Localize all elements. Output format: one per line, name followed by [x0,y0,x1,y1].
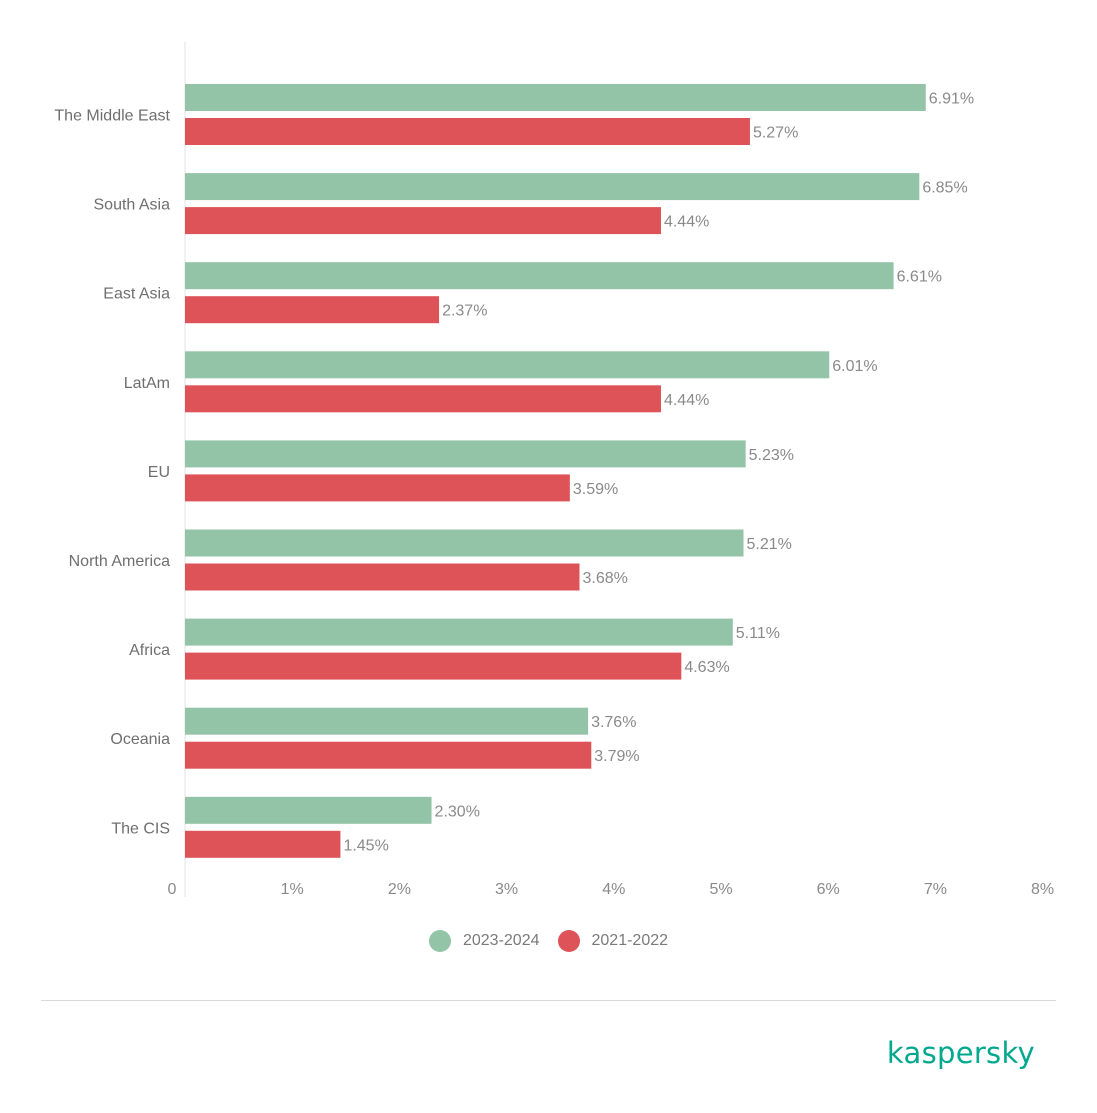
category-label-oceania: Oceania [110,731,170,748]
bar-north-america-2023-2024 [185,529,744,557]
data-label-the-middle-east-2023-2024: 6.91% [929,91,974,108]
category-label-the-cis: The CIS [111,820,170,837]
legend-item-2023-2024: 2023-2024 [428,930,540,952]
bar-eu-2021-2022 [185,474,570,502]
bar-east-asia-2021-2022 [185,296,440,324]
bar-the-cis-2023-2024 [185,796,432,824]
bar-oceania-2023-2024 [185,707,589,735]
category-label-south-asia: South Asia [94,197,171,214]
data-label-north-america-2021-2022: 3.68% [582,570,627,587]
footer-divider [41,1000,1056,1001]
x-tick-label-8: 8% [1031,881,1054,898]
data-label-africa-2023-2024: 5.11% [736,625,780,642]
bar-latam-2023-2024 [185,351,830,379]
legend-marker-2021-2022 [557,930,580,952]
category-label-north-america: North America [69,553,170,570]
category-label-latam: LatAm [124,375,170,392]
bar-north-america-2021-2022 [185,563,580,591]
bar-oceania-2021-2022 [185,741,592,769]
kaspersky-logo: kaspersky [886,1036,1035,1070]
category-label-africa: Africa [129,642,170,659]
bar-eu-2023-2024 [185,440,746,468]
data-label-oceania-2023-2024: 3.76% [591,714,636,731]
data-label-latam-2021-2022: 4.44% [664,392,709,409]
data-label-south-asia-2023-2024: 6.85% [922,180,967,197]
x-tick-label-6: 6% [817,881,840,898]
x-tick-label-2: 2% [388,881,411,898]
bar-latam-2021-2022 [185,385,661,413]
legend-marker-2023-2024 [428,930,451,952]
category-label-east-asia: East Asia [103,286,170,303]
bar-africa-2023-2024 [185,618,733,646]
legend-label-2021-2022: 2021-2022 [591,932,669,949]
x-tick-label-5: 5% [709,881,732,898]
data-label-east-asia-2021-2022: 2.37% [442,303,487,320]
bar-chart: The Middle East 6.91% 5.27% South Asia 6.85%… [54,42,1054,898]
data-label-east-asia-2023-2024: 6.61% [897,269,942,286]
data-label-eu-2021-2022: 3.59% [573,481,618,498]
x-tick-label-3: 3% [495,881,518,898]
data-label-oceania-2021-2022: 3.79% [594,748,639,765]
bar-east-asia-2023-2024 [185,262,894,290]
data-label-latam-2023-2024: 6.01% [832,358,877,375]
data-label-eu-2023-2024: 5.23% [749,447,794,464]
category-label-the-middle-east: The Middle East [54,108,170,125]
bar-africa-2021-2022 [185,652,682,680]
bar-south-asia-2021-2022 [185,207,661,235]
x-tick-label-4: 4% [602,881,625,898]
x-tick-label-1: 1% [281,881,304,898]
data-label-the-middle-east-2021-2022: 5.27% [753,125,798,142]
data-label-the-cis-2023-2024: 2.30% [435,803,480,820]
data-label-north-america-2023-2024: 5.21% [747,536,792,553]
bar-the-middle-east-2023-2024 [185,84,926,111]
legend-item-2021-2022: 2021-2022 [557,930,669,952]
bar-the-middle-east-2021-2022 [185,118,750,145]
x-tick-label-0: 0 [168,881,177,898]
x-tick-label-7: 7% [924,881,947,898]
data-label-south-asia-2021-2022: 4.44% [664,214,709,231]
bar-the-cis-2021-2022 [185,830,341,858]
legend-label-2023-2024: 2023-2024 [462,932,540,949]
data-label-africa-2021-2022: 4.63% [684,659,729,676]
data-label-the-cis-2021-2022: 1.45% [343,837,388,854]
bar-south-asia-2023-2024 [185,173,920,201]
category-label-eu: EU [148,464,170,481]
legend: 2023-2024 2021-2022 [0,930,1097,952]
